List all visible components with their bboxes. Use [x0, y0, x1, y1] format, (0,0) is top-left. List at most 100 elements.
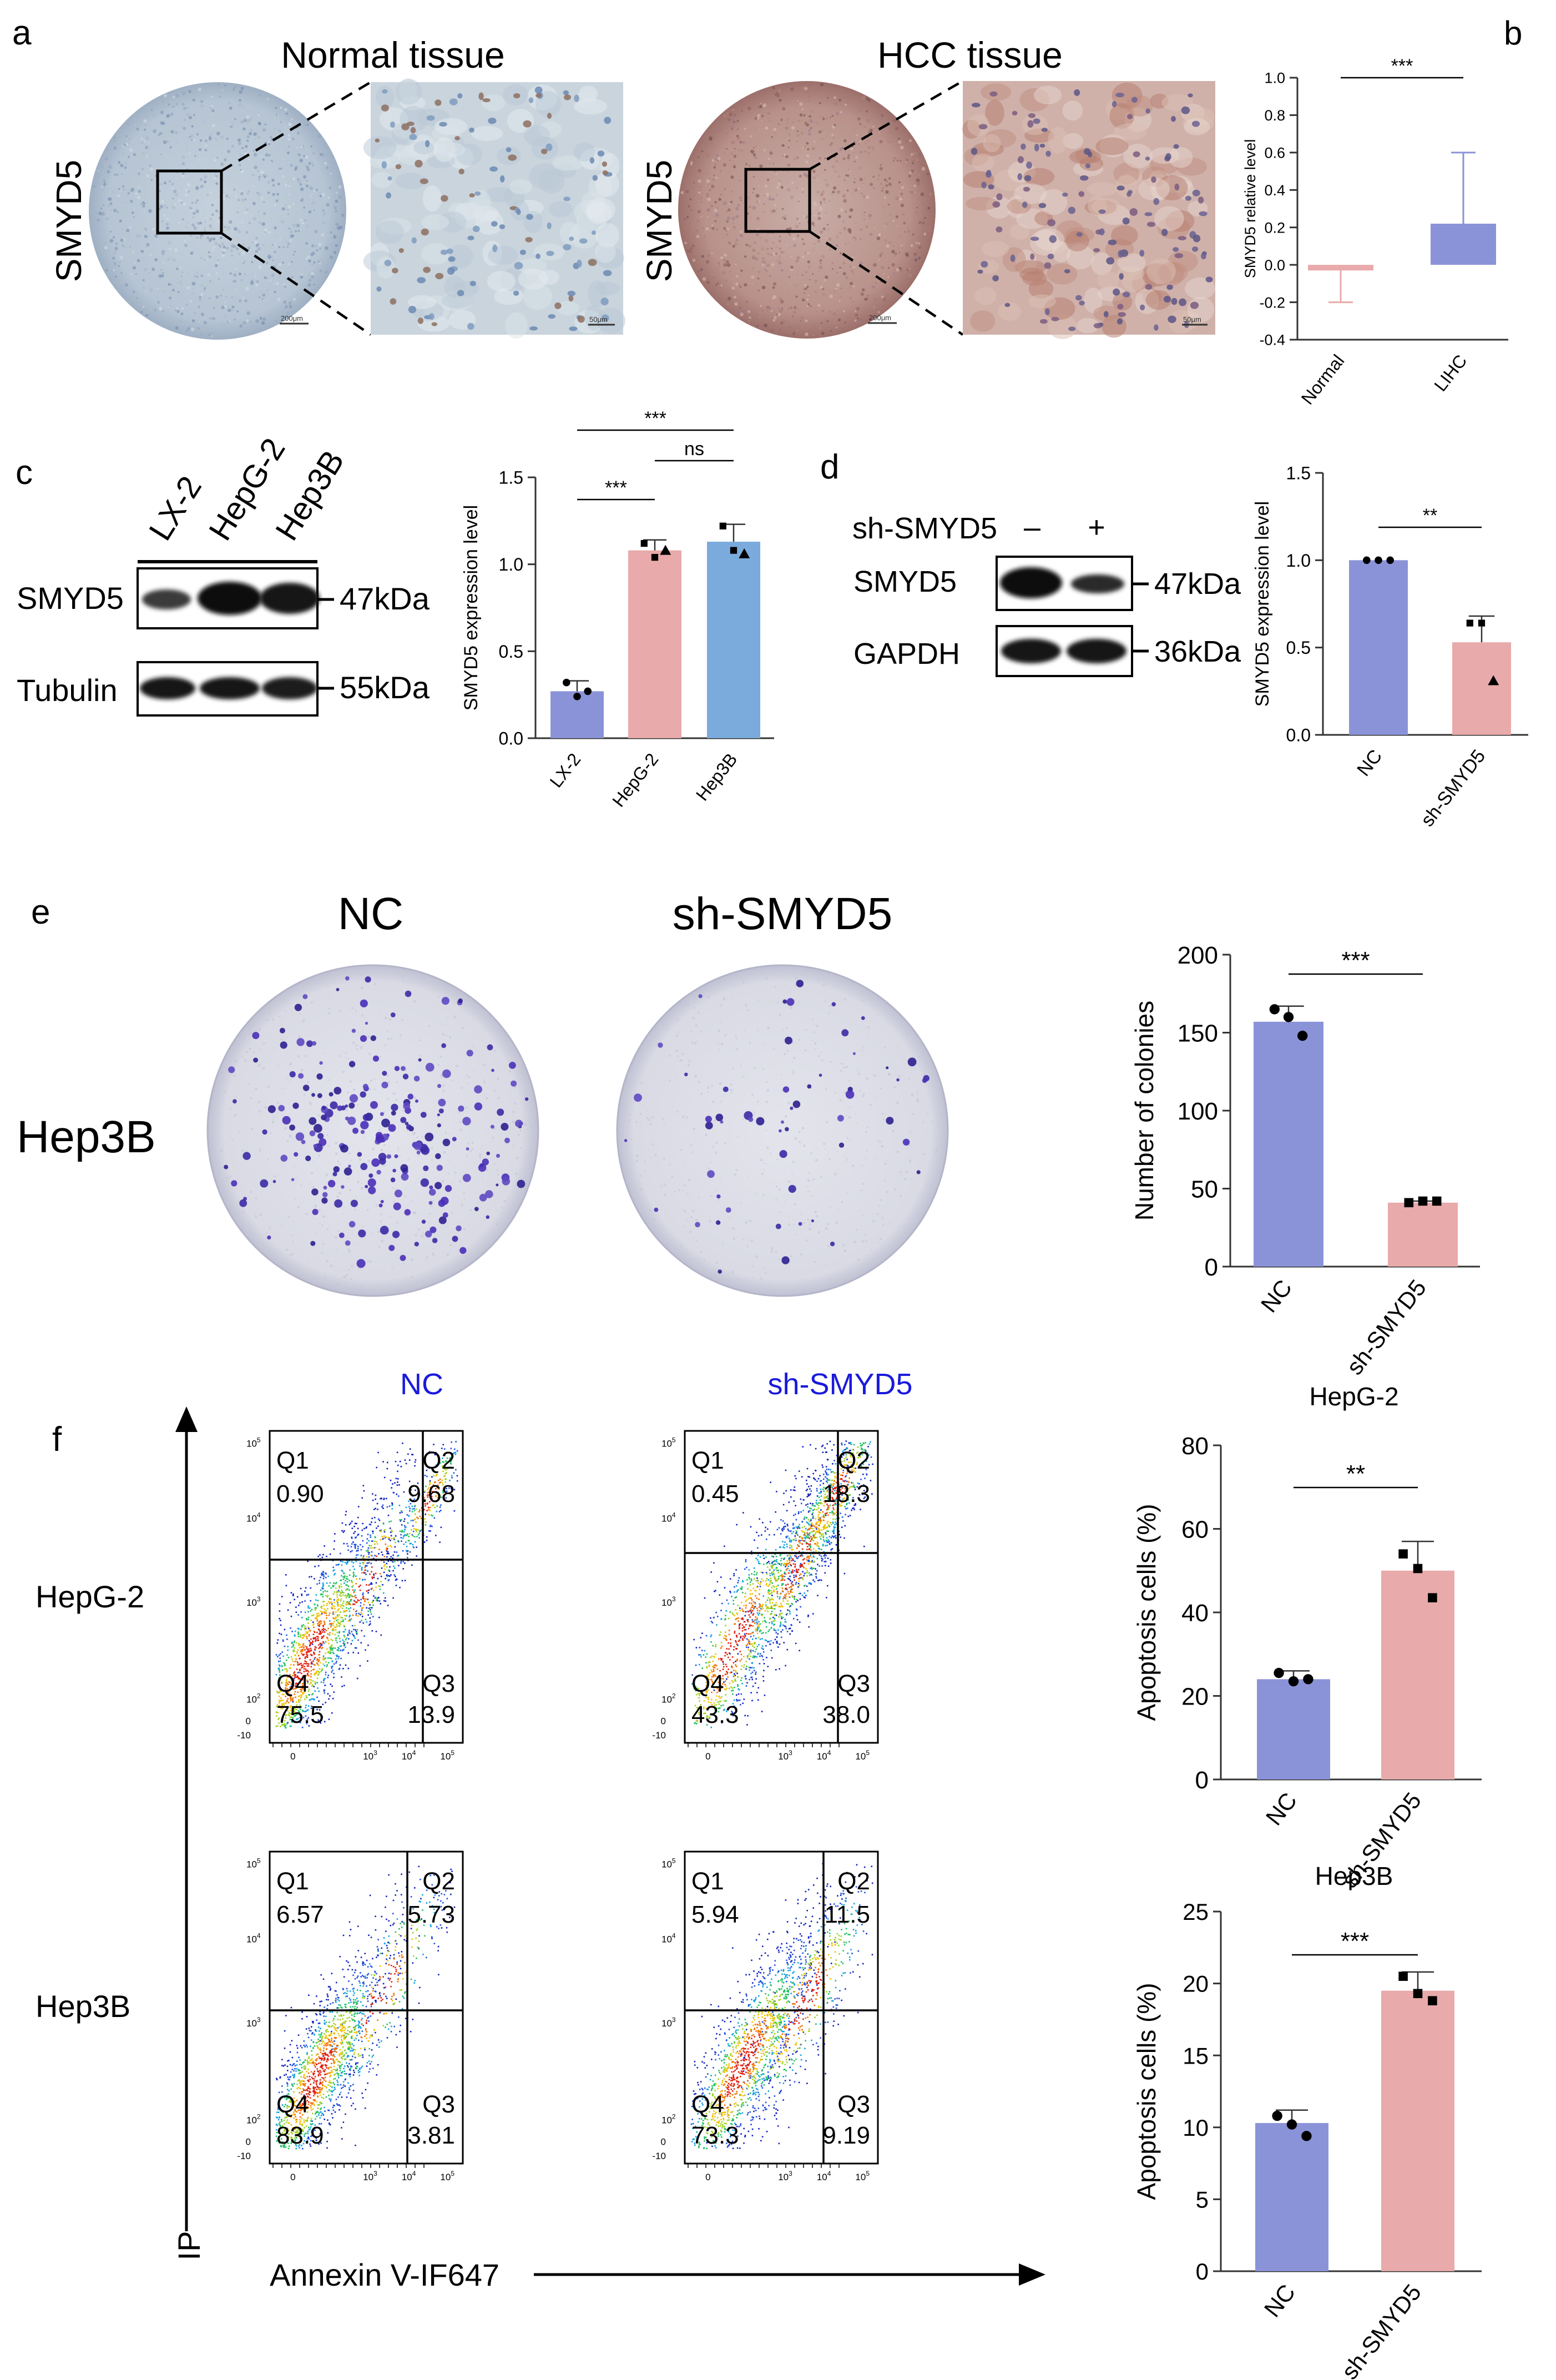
flow-x-tick: 104	[402, 1749, 416, 1762]
quadrant-name-q4: Q4	[691, 2091, 724, 2118]
blot-d-sign-plus: +	[1088, 511, 1105, 544]
normal-scale-zoom: 50μm	[589, 315, 608, 324]
data-point	[1404, 1198, 1414, 1208]
flow-x-tick: 105	[440, 2170, 454, 2182]
bar-chart-c: 0.0 0.5 1.0 1.5 SMYD5 expression level LX-2 He…	[461, 408, 774, 811]
hcc-tissue-zoom: 50μm	[962, 81, 1215, 339]
category-label-sh-smyd5: sh-SMYD5	[1341, 1275, 1431, 1380]
quadrant-value-q1: 0.90	[276, 1480, 324, 1507]
category-label-hep3b: Hep3B	[692, 749, 741, 804]
quadrant-name-q3: Q3	[837, 2091, 870, 2118]
flow-plot-3: 105 104 103 102 0 -10 0 103 104 105 Q1 6.57 Q2 5.73 Q3…	[237, 1850, 464, 2182]
flow-y-tick: 103	[246, 1595, 261, 1608]
data-point	[1272, 2110, 1282, 2121]
panel-label-a: a	[12, 14, 32, 52]
flow-y-tick: 103	[246, 2016, 261, 2029]
blot-c-row-smyd5: SMYD5	[17, 581, 124, 616]
data-point	[1428, 1593, 1437, 1602]
bar-lihc	[1431, 223, 1496, 265]
category-label-hepg-2: HepG-2	[608, 749, 662, 810]
bar-nc	[1254, 1021, 1323, 1267]
blot-c-row-tubulin: Tubulin	[17, 673, 118, 708]
flow-x-tick: 105	[855, 1749, 870, 1762]
y-tick-label: 10	[1183, 2115, 1209, 2141]
panel-a: a Normal tissue HCC tissue SMYD5 SMYD5 2…	[12, 14, 1215, 340]
quadrant-value-q3: 3.81	[407, 2122, 455, 2149]
y-tick-label: 0	[1205, 1254, 1218, 1281]
y-tick-label: 1.0	[499, 554, 523, 574]
flow-y-tick: 104	[246, 1511, 261, 1524]
y-tick-label: 200	[1178, 942, 1218, 969]
category-label-nc: NC	[1261, 1788, 1302, 1831]
hcc-scale-overview: 200μm	[869, 314, 891, 322]
data-point	[1288, 1676, 1299, 1687]
flow-x-tick: 0	[290, 1751, 295, 1762]
data-point	[1269, 1004, 1280, 1015]
quadrant-name-q1: Q1	[276, 1447, 309, 1474]
data-point	[584, 687, 592, 695]
quadrant-value-q4: 75.5	[276, 1701, 324, 1728]
data-point	[1303, 1674, 1313, 1685]
quadrant-value-q3: 9.19	[822, 2122, 870, 2149]
flow-y-tick: 104	[661, 1932, 676, 1944]
data-point	[1488, 675, 1499, 685]
quadrant-name-q4: Q4	[276, 1670, 309, 1697]
blot-d-smyd5-strip	[996, 556, 1133, 611]
data-point	[1375, 556, 1382, 564]
data-point	[640, 539, 648, 547]
y-tick-label: 150	[1178, 1020, 1218, 1047]
significance-label: **	[1346, 1460, 1365, 1488]
data-point	[730, 547, 737, 554]
category-label-nc: NC	[1256, 1275, 1297, 1318]
y-tick-label: 0.6	[1264, 145, 1285, 162]
data-point	[1413, 1989, 1423, 1999]
data-point	[1398, 1549, 1408, 1559]
y-tick-label: 50	[1191, 1176, 1218, 1203]
significance-label: **	[1423, 505, 1437, 526]
category-label-nc: NC	[1259, 2280, 1300, 2322]
panel-d-blot: d sh-SMYD5 – + SMYD5 GAPDH 47kDa 36kDa	[820, 448, 1241, 677]
quadrant-name-q3: Q3	[422, 1670, 455, 1697]
flow-plot-1: 105 104 103 102 0 -10 0 103 104 105 Q1 0.90 Q2 9.68 Q3…	[237, 1430, 464, 1762]
bar-sh-smyd5	[1388, 1202, 1458, 1267]
flow-y-tick: -10	[237, 1730, 251, 1741]
flow-x-tick: 104	[817, 2170, 831, 2182]
y-axis-label: Number of colonies	[1130, 1001, 1159, 1221]
y-tick-label: 20	[1183, 1971, 1209, 1997]
blot-d-sign-minus: –	[1024, 511, 1040, 544]
data-point	[1418, 1196, 1428, 1206]
y-tick-label: -0.4	[1259, 332, 1285, 349]
y-tick-label: 0.8	[1264, 107, 1285, 124]
quadrant-name-q1: Q1	[691, 1868, 724, 1895]
data-point	[1432, 1196, 1442, 1206]
y-tick-label: 0.4	[1264, 182, 1285, 199]
flow-y-tick: 0	[661, 1716, 666, 1727]
y-tick-label: -0.2	[1259, 294, 1285, 311]
flow-y-tick: 0	[246, 1716, 251, 1727]
colony-title-nc: NC	[338, 889, 403, 939]
data-point	[1413, 1564, 1423, 1574]
flow-y-tick: 102	[246, 1692, 261, 1705]
data-point	[1286, 2119, 1297, 2130]
normal-tissue-overview: 200μm	[89, 81, 372, 340]
smyd5-side-label-hcc: SMYD5	[639, 160, 679, 283]
y-axis-label: SMYD5 expression level	[461, 505, 482, 710]
bar-hepg-2	[628, 550, 681, 738]
flow-plot-4: 105 104 103 102 0 -10 0 103 104 105 Q1 5.94 Q2 11.5 Q3…	[652, 1850, 879, 2182]
quadrant-value-q4: 73.3	[691, 2122, 739, 2149]
data-point	[1478, 619, 1486, 627]
y-tick-label: 0.5	[499, 642, 523, 662]
quadrant-name-q4: Q4	[276, 2091, 309, 2118]
bar-chart-f2: Hep3B 0 5 10 15 20 25 Apoptosis cells (%) NC sh-S…	[1132, 1862, 1482, 2380]
lane-label-lx2: LX-2	[142, 470, 209, 547]
flow-y-tick: 102	[246, 2112, 261, 2125]
quadrant-name-q2: Q2	[422, 1447, 455, 1474]
flow-y-tick: 0	[661, 2137, 666, 2147]
flow-y-tick: 104	[661, 1511, 676, 1524]
y-tick-label: 25	[1183, 1899, 1209, 1925]
category-label-normal: Normal	[1297, 351, 1348, 408]
panel-e-colonies: e NC sh-SMYD5 Hep3B	[17, 889, 949, 1297]
flow-x-tick: 103	[363, 2170, 377, 2182]
quadrant-value-q4: 43.3	[691, 1701, 739, 1728]
quadrant-name-q3: Q3	[837, 1670, 870, 1697]
